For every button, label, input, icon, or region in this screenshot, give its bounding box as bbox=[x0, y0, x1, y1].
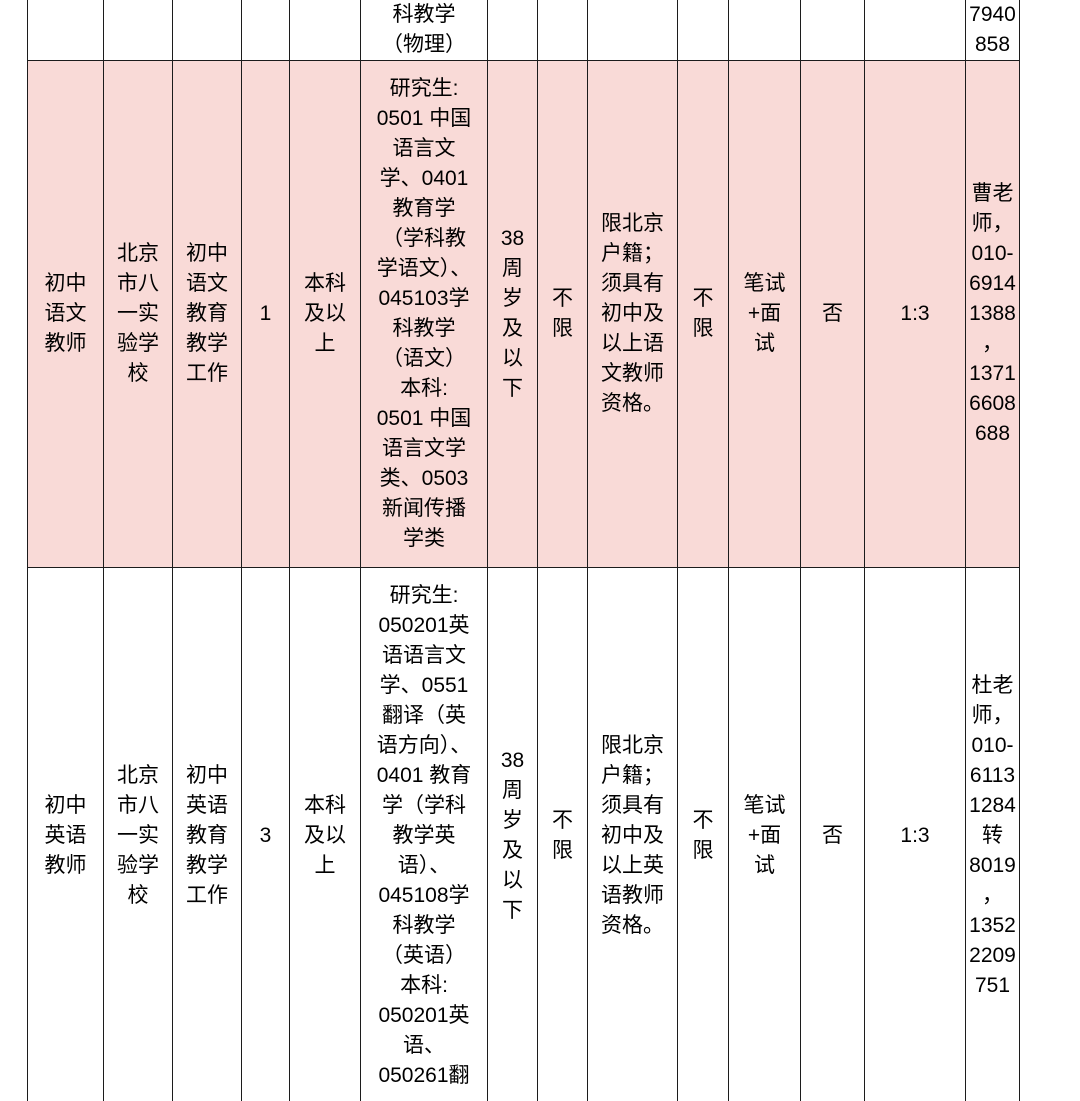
cell-majors: 研究生: 0501 中国 语言文 学、0401 教育学 （学科教 学语文）、 0… bbox=[360, 60, 488, 568]
cell-yes-no: 否 bbox=[800, 60, 865, 568]
cell-exam-method bbox=[728, 0, 801, 61]
cell-other-requirements: 限北京 户籍； 须具有 初中及 以上英 语教师 资格。 bbox=[587, 567, 678, 1101]
cell-limit-b: 不 限 bbox=[677, 60, 729, 568]
cell-ratio bbox=[864, 0, 966, 61]
cell-education: 本科 及以 上 bbox=[289, 60, 361, 568]
table-row-chinese-teacher: 初中 语文 教师 北京 市八 一实 验学 校 初中 语文 教育 教学 工作 1 … bbox=[27, 60, 1020, 568]
cell-duties: 初中 语文 教育 教学 工作 bbox=[172, 60, 242, 568]
cell-openings: 1 bbox=[241, 60, 290, 568]
cell-age-limit: 38 周 岁 及 以 下 bbox=[487, 567, 538, 1101]
cell-other-requirements bbox=[587, 0, 678, 61]
cell-openings bbox=[241, 0, 290, 61]
cell-contact: 曹老 师， 010- 6914 1388 ， 1371 6608 688 bbox=[965, 60, 1020, 568]
cell-position: 初中 英语 教师 bbox=[27, 567, 104, 1101]
cell-exam-method: 笔试 +面 试 bbox=[728, 567, 801, 1101]
cell-other-requirements: 限北京 户籍； 须具有 初中及 以上语 文教师 资格。 bbox=[587, 60, 678, 568]
cell-school: 北京 市八 一实 验学 校 bbox=[103, 567, 173, 1101]
cell-age-limit bbox=[487, 0, 538, 61]
cell-majors: 研究生: 050201英 语语言文 学、0551 翻译（英 语方向）、 0401… bbox=[360, 567, 488, 1101]
cell-limit-a bbox=[537, 0, 588, 61]
cell-position: 初中 语文 教师 bbox=[27, 60, 104, 568]
cell-contact: 杜老 师， 010- 6113 1284 转 8019 ， 1352 2209 … bbox=[965, 567, 1020, 1101]
cell-contact: 7940 858 bbox=[965, 0, 1020, 61]
cell-limit-b: 不 限 bbox=[677, 567, 729, 1101]
cell-age-limit: 38 周 岁 及 以 下 bbox=[487, 60, 538, 568]
cell-yes-no: 否 bbox=[800, 567, 865, 1101]
cell-yes-no bbox=[800, 0, 865, 61]
recruitment-table: 科教学 （物理） 7940 858 初中 语文 教师 北京 市八 一实 验学 校… bbox=[27, 0, 1020, 1101]
cell-education: 本科 及以 上 bbox=[289, 567, 361, 1101]
cell-majors: 科教学 （物理） bbox=[360, 0, 488, 61]
cell-openings: 3 bbox=[241, 567, 290, 1101]
cell-ratio: 1:3 bbox=[864, 567, 966, 1101]
cell-education bbox=[289, 0, 361, 61]
cell-duties bbox=[172, 0, 242, 61]
table-row-partial: 科教学 （物理） 7940 858 bbox=[27, 0, 1020, 61]
cell-ratio: 1:3 bbox=[864, 60, 966, 568]
table-row-english-teacher: 初中 英语 教师 北京 市八 一实 验学 校 初中 英语 教育 教学 工作 3 … bbox=[27, 567, 1020, 1101]
cell-limit-a: 不 限 bbox=[537, 60, 588, 568]
cell-exam-method: 笔试 +面 试 bbox=[728, 60, 801, 568]
cell-position bbox=[27, 0, 104, 61]
cell-duties: 初中 英语 教育 教学 工作 bbox=[172, 567, 242, 1101]
cell-limit-a: 不 限 bbox=[537, 567, 588, 1101]
cell-school bbox=[103, 0, 173, 61]
cell-school: 北京 市八 一实 验学 校 bbox=[103, 60, 173, 568]
cell-limit-b bbox=[677, 0, 729, 61]
